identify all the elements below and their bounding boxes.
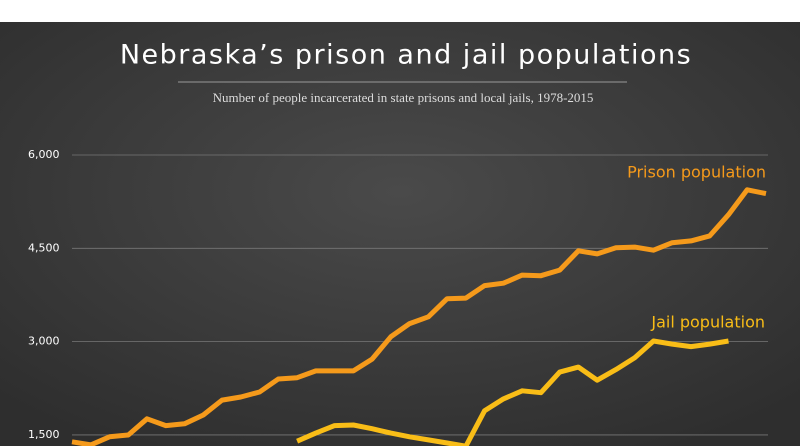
series-label: Jail population xyxy=(650,313,765,332)
y-tick-label: 1,500 xyxy=(28,428,60,441)
chart-subtitle: Number of people incarcerated in state p… xyxy=(213,90,594,105)
y-tick-label: 6,000 xyxy=(28,148,60,161)
chart-title: Nebraska’s prison and jail populations xyxy=(120,40,692,71)
background xyxy=(0,22,800,446)
series-line xyxy=(71,187,767,446)
plot: 1,500 3,000 4,500 6,000 xyxy=(28,148,768,446)
series-label: Prison population xyxy=(627,163,766,182)
y-tick-label: 3,000 xyxy=(28,335,60,348)
series-line xyxy=(296,338,729,446)
y-tick-label: 4,500 xyxy=(28,241,60,254)
